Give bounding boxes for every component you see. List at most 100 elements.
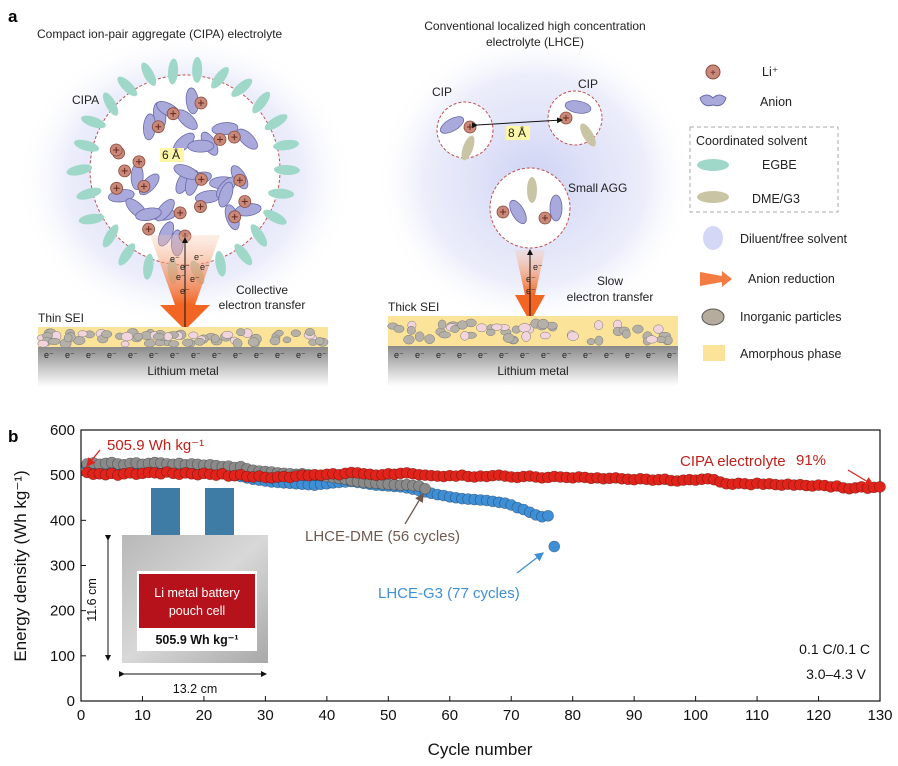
plus-icon bbox=[236, 177, 243, 184]
inorganic-particle bbox=[414, 331, 425, 342]
dme-molecule bbox=[527, 177, 537, 203]
plus-icon bbox=[135, 158, 142, 165]
legend-dme: DME/G3 bbox=[752, 192, 800, 206]
x-tick-label: 80 bbox=[564, 707, 581, 724]
inorganic-particle bbox=[274, 329, 284, 337]
lithium-metal-right-label: Lithium metal bbox=[497, 364, 568, 378]
x-tick-label: 110 bbox=[745, 707, 769, 724]
electron-label: e⁻ bbox=[499, 350, 509, 360]
legend-coord-title: Coordinated solvent bbox=[696, 134, 808, 148]
dme-icon bbox=[697, 191, 729, 203]
thick-sei-label: Thick SEI bbox=[388, 300, 439, 314]
cip-label-1: CIP bbox=[432, 85, 452, 99]
electron-label: e⁻ bbox=[190, 274, 200, 284]
egbe-molecule bbox=[78, 213, 105, 225]
inorganic-particle bbox=[194, 337, 205, 346]
inorganic-particle bbox=[143, 339, 156, 348]
small-agg-boundary bbox=[489, 167, 571, 249]
inorganic-particle bbox=[567, 331, 579, 341]
plus-icon bbox=[197, 203, 204, 210]
y-tick-label: 600 bbox=[50, 422, 75, 439]
lhce-title-1: Conventional localized high concentratio… bbox=[424, 19, 645, 33]
electron-label: e⁻ bbox=[625, 350, 635, 360]
lhce-molecules bbox=[439, 100, 596, 225]
inorganic-particle bbox=[424, 334, 435, 344]
plus-icon bbox=[145, 226, 152, 233]
x-tick-label: 20 bbox=[196, 707, 213, 724]
anion-icon bbox=[564, 100, 592, 114]
legend-reduction: Anion reduction bbox=[748, 272, 835, 286]
g3-series-label: LHCE-G3 (77 cycles) bbox=[378, 585, 520, 602]
electron-label: e⁻ bbox=[646, 350, 656, 360]
small-agg-label: Small AGG bbox=[568, 181, 627, 195]
legend-anion: Anion bbox=[760, 95, 792, 109]
cipa-series-label: CIPA electrolyte bbox=[680, 453, 786, 470]
inorganic-particle bbox=[236, 328, 246, 337]
plus-icon bbox=[563, 115, 569, 121]
inorganic-particles-thick bbox=[387, 318, 673, 346]
plus-icon bbox=[542, 215, 548, 221]
egbe-molecule bbox=[74, 139, 100, 152]
egbe-icon bbox=[697, 159, 729, 171]
inorganic-particle bbox=[221, 330, 234, 339]
electron-label: e⁻ bbox=[170, 350, 180, 360]
electron-label: e⁻ bbox=[254, 350, 264, 360]
electron-label: e⁻ bbox=[457, 350, 467, 360]
g3-arrow bbox=[516, 552, 545, 574]
inorganic-particle bbox=[586, 338, 596, 346]
inset-label-2: pouch cell bbox=[169, 604, 225, 618]
x-tick-label: 100 bbox=[683, 707, 708, 724]
panel-b-label: b bbox=[8, 427, 18, 446]
inorganic-particle bbox=[77, 330, 88, 338]
inorganic-particle bbox=[518, 323, 531, 333]
inorganic-particle bbox=[450, 325, 460, 333]
x-tick-label: 40 bbox=[319, 707, 336, 724]
plus-icon bbox=[140, 183, 147, 190]
y-tick-label: 400 bbox=[50, 512, 75, 529]
electron-label: e⁻ bbox=[526, 286, 536, 296]
anion-icon bbox=[509, 199, 527, 225]
conditions-voltage: 3.0–4.3 V bbox=[806, 666, 867, 682]
retention-label: 91% bbox=[796, 452, 826, 469]
x-tick-label: 50 bbox=[380, 707, 397, 724]
anion-icon bbox=[549, 194, 563, 222]
y-tick-label: 300 bbox=[50, 558, 75, 575]
inorganic-particle bbox=[476, 323, 488, 333]
legend-egbe: EGBE bbox=[762, 158, 797, 172]
inorganic-particle bbox=[594, 320, 604, 331]
y-tick-label: 500 bbox=[50, 467, 75, 484]
egbe-molecule bbox=[143, 253, 154, 280]
inorganic-particle bbox=[537, 318, 550, 330]
inorganic-particle bbox=[182, 338, 194, 347]
electron-label: e⁻ bbox=[200, 262, 210, 272]
plus-icon bbox=[217, 136, 224, 143]
cip-label-2: CIP bbox=[578, 77, 598, 91]
egbe-molecule bbox=[167, 58, 179, 85]
electron-label: e⁻ bbox=[170, 254, 180, 264]
inset-height: 11.6 cm bbox=[85, 578, 99, 622]
egbe-molecule bbox=[264, 114, 288, 131]
plus-icon bbox=[197, 100, 204, 107]
egbe-molecule bbox=[250, 224, 268, 247]
amorphous-icon bbox=[703, 345, 725, 361]
inorganic-particle bbox=[168, 340, 180, 348]
electron-label: e⁻ bbox=[275, 350, 285, 360]
egbe-molecule bbox=[76, 187, 102, 200]
inorganic-particle bbox=[305, 328, 315, 336]
inorganic-particle bbox=[120, 332, 134, 342]
egbe-molecule bbox=[231, 78, 253, 97]
electron-label: e⁻ bbox=[194, 252, 204, 262]
egbe-molecule bbox=[273, 164, 300, 176]
inorganic-particle bbox=[282, 336, 292, 344]
plus-icon bbox=[170, 110, 177, 117]
x-tick-label: 0 bbox=[77, 707, 85, 724]
cipa-title: Compact ion-pair aggregate (CIPA) electr… bbox=[37, 27, 283, 41]
inorganic-particle bbox=[521, 331, 531, 342]
plus-icon bbox=[155, 123, 162, 130]
inorganic-particle bbox=[437, 319, 447, 330]
inorganic-particle bbox=[269, 336, 281, 346]
inorganic-particle bbox=[120, 340, 130, 348]
egbe-molecule bbox=[81, 115, 106, 129]
electron-label: e⁻ bbox=[191, 350, 201, 360]
